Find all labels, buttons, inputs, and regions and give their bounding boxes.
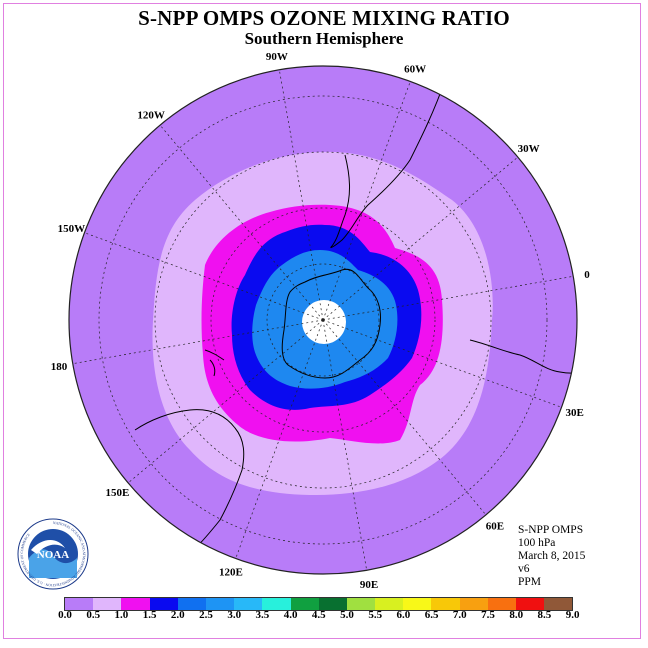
colorbar-tick-label: 9.0 [565, 609, 580, 621]
meta-date: March 8, 2015 [518, 550, 586, 562]
colorbar-segment [487, 598, 516, 610]
colorbar-tick-label: 5.5 [368, 609, 383, 621]
colorbar [64, 597, 574, 611]
meta-units: PPM [518, 576, 542, 588]
meridian-line [278, 69, 324, 321]
meridian-line [235, 319, 324, 559]
noaa-logo: NOAA NATIONAL OCEANIC AND ATMOSPHERIC AD… [17, 518, 89, 590]
longitude-label: 180 [51, 361, 68, 373]
longitude-label: 30E [566, 407, 584, 419]
colorbar-segment [516, 598, 545, 610]
colorbar-segment [290, 598, 319, 610]
colorbar-tick-label: 1.5 [142, 609, 157, 621]
meridian-line [159, 124, 324, 321]
colorbar-segment [93, 598, 122, 610]
figure-frame [3, 3, 641, 639]
meta-level: 100 hPa [518, 537, 556, 549]
coastline-africa [469, 339, 577, 374]
colorbar-tick-label: 0.0 [58, 609, 72, 621]
longitude-label: 0 [584, 269, 590, 281]
colorbar-segment [65, 598, 94, 610]
colorbar-segment [234, 598, 263, 610]
longitude-label: 60W [404, 63, 426, 75]
colorbar-segment [544, 598, 573, 610]
colorbar-segment [459, 598, 488, 610]
coastline-south-america [330, 79, 446, 249]
meridian-line [322, 319, 487, 516]
latitude-circle-80s [266, 263, 380, 377]
colorbar-tick-labels: 0.0 0.5 1.0 1.5 2.0 2.5 3.0 3.5 4.0 4.5 5.0 5.5 6.0 6… [0, 609, 648, 625]
meridian-line [127, 319, 324, 484]
meridian-line [322, 319, 368, 571]
colorbar-segment [318, 598, 347, 610]
page-title: S-NPP OMPS OZONE MIXING RATIO [138, 6, 510, 30]
colorbar-segment [205, 598, 235, 610]
meta-version: v6 [518, 563, 530, 575]
noaa-logo-text: NOAA [37, 549, 69, 561]
longitude-label: 90W [266, 51, 288, 63]
colorbar-tick-label: 8.0 [509, 609, 524, 621]
colorbar-tick-label: 4.0 [283, 609, 298, 621]
colorbar-tick-label: 2.5 [199, 609, 213, 621]
longitude-label: 150E [105, 487, 129, 499]
longitude-label: 150W [58, 223, 86, 235]
colorbar-tick-label: 2.0 [170, 609, 185, 621]
colorbar-segment [121, 598, 150, 610]
colorbar-tick-label: 3.0 [227, 609, 242, 621]
latitude-circle-70s [210, 207, 436, 433]
colorbar-tick-label: 8.5 [537, 609, 552, 621]
meta-block: S-NPP OMPS 100 hPa March 8, 2015 v6 PPM [518, 524, 585, 589]
graticule [98, 95, 548, 545]
coastline-new-zealand [204, 349, 225, 377]
colorbar-tick-label: 7.0 [452, 609, 467, 621]
colorbar-tick-label: 0.5 [86, 609, 101, 621]
longitude-label: 120E [219, 567, 243, 579]
longitude-labels: 90W 60W 30W 0 30E 60E 90E 120E 150E 180 150W 120W [51, 51, 591, 591]
colorbar-segment [346, 598, 376, 610]
meridian-line [322, 275, 574, 321]
colorbar-tick-label: 5.0 [340, 609, 354, 621]
meridian-line [322, 156, 519, 321]
longitude-label: 90E [360, 579, 378, 591]
longitude-label: 30W [518, 143, 540, 155]
colorbar-tick-label: 4.5 [311, 609, 326, 621]
colorbar-tick-label: 7.5 [481, 609, 495, 621]
latitude-circle-60s [154, 151, 492, 489]
globe-outline [68, 65, 578, 575]
colorbar-segment [403, 598, 432, 610]
colorbar-segment [177, 598, 206, 610]
colorbar-segment [431, 598, 460, 610]
colorbar-segment [149, 598, 178, 610]
colorbar-tick-label: 1.0 [114, 609, 129, 621]
colorbar-tick-label: 3.5 [255, 609, 270, 621]
page-subtitle: Southern Hemisphere [244, 29, 404, 48]
colorbar-tick-label: 6.5 [424, 609, 439, 621]
longitude-label: 60E [486, 521, 504, 533]
colorbar-segment [375, 598, 404, 610]
colorbar-segment [262, 598, 291, 610]
meta-instrument: S-NPP OMPS [518, 524, 584, 536]
meridian-line [322, 81, 411, 321]
meridian-line [84, 232, 324, 321]
meridian-line [322, 319, 562, 408]
colorbar-tick-label: 6.0 [396, 609, 411, 621]
meridian-lines [72, 69, 574, 571]
longitude-label: 120W [137, 109, 165, 121]
meridian-line [72, 319, 324, 365]
polar-no-data-hole [302, 300, 346, 344]
latitude-circle-50s [98, 95, 548, 545]
